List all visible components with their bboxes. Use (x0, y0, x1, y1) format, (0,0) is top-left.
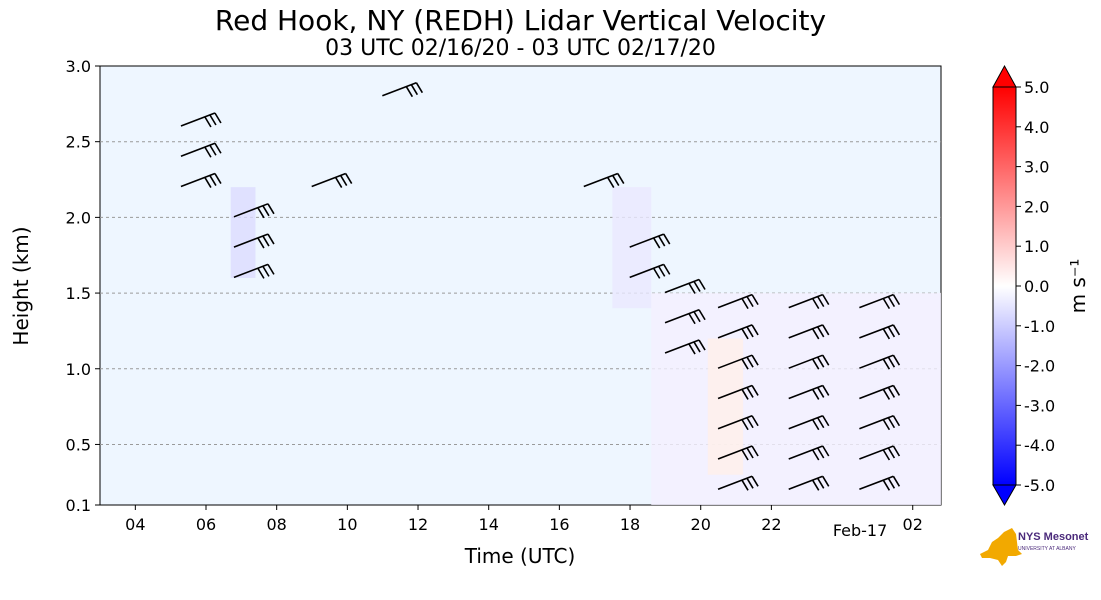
chart-subtitle: 03 UTC 02/16/20 - 03 UTC 02/17/20 (325, 36, 716, 61)
colorbar-tick-label-7: -2.0 (1024, 357, 1055, 376)
y-axis-label: Height (km) (9, 226, 33, 345)
x-tick-label-9: 22 (761, 515, 781, 534)
colorbar-tick-label-3: 2.0 (1024, 197, 1049, 216)
x-tick-label-0: 04 (125, 515, 145, 534)
colorbar-max-arrow (992, 64, 1017, 88)
wind-barb-9 (629, 233, 671, 249)
shade-region-0 (230, 187, 256, 278)
colorbar-tick-label-9: -4.0 (1024, 436, 1055, 455)
wind-barb-23 (788, 354, 830, 370)
wind-barb-18 (717, 414, 759, 431)
colorbar: 5.0 4.0 3.0 2.0 1.0 0.0 -1.0 -2.0 -3.0 -4.0 -5.0 m… (992, 64, 1090, 507)
wind-barb-7 (382, 81, 424, 98)
x-tick-label-10: 02 (903, 515, 923, 534)
logo-subtitle: UNIVERSITY AT ALBANY (1018, 546, 1076, 552)
chart-title: Red Hook, NY (REDH) Lidar Vertical Veloc… (214, 4, 827, 37)
wind-barb-0 (180, 112, 222, 128)
wind-barb-21 (788, 293, 830, 310)
wind-barb-33 (859, 445, 901, 461)
wind-barb-2 (180, 172, 222, 188)
colorbar-tick-label-1: 4.0 (1024, 118, 1049, 137)
colorbar-tick-label-4: 1.0 (1024, 237, 1049, 256)
x-tick-label-1: 06 (196, 515, 216, 534)
colorbar-min-arrow (992, 484, 1017, 507)
velocity-shading (230, 187, 941, 505)
wind-barb-25 (788, 414, 830, 431)
wind-barb-11 (664, 278, 706, 294)
wind-barb-29 (859, 324, 901, 340)
colorbar-tick-label-10: -5.0 (1024, 476, 1055, 495)
wind-barb-4 (233, 233, 275, 249)
colorbar-gradient (992, 86, 1017, 486)
wind-barb-22 (788, 324, 830, 340)
wind-barb-19 (717, 445, 759, 461)
wind-barb-6 (311, 172, 353, 188)
wind-barb-12 (664, 309, 706, 325)
x-tick-label-5: 14 (479, 515, 499, 534)
x-tick-label-3: 10 (337, 515, 357, 534)
wind-barb-24 (788, 384, 830, 400)
wind-barbs (180, 81, 901, 491)
y-tick-label-4: 2.0 (66, 208, 91, 227)
wind-barb-17 (717, 384, 759, 400)
y-tick-label-6: 3.0 (66, 57, 91, 76)
colorbar-tick-label-8: -3.0 (1024, 396, 1055, 415)
wind-barb-15 (717, 324, 759, 340)
colorbar-tick-label-5: 0.0 (1024, 277, 1049, 296)
wind-barb-26 (788, 445, 830, 461)
x-tick-label-4: 12 (408, 515, 428, 534)
wind-barb-16 (717, 354, 759, 370)
x-date-label: Feb-17 (833, 521, 887, 540)
wind-barb-1 (180, 142, 222, 158)
wind-barb-20 (717, 475, 759, 491)
shade-region-3 (707, 338, 744, 475)
wind-barb-10 (629, 263, 671, 279)
colorbar-tick-label-2: 3.0 (1024, 158, 1049, 177)
y-tick-label-0: 0.1 (66, 496, 91, 515)
y-tick-label-1: 0.5 (66, 435, 91, 454)
wind-barb-32 (859, 414, 901, 431)
y-tick-label-3: 1.5 (66, 284, 91, 303)
wind-barb-28 (859, 293, 901, 310)
colorbar-tick-label-0: 5.0 (1024, 78, 1049, 97)
y-axis: 0.1 0.5 1.0 1.5 2.0 2.5 3.0 (66, 57, 100, 515)
y-tick-label-5: 2.5 (66, 133, 91, 152)
nys-mesonet-logo: NYS Mesonet UNIVERSITY AT ALBANY (978, 520, 1088, 568)
x-axis-label: Time (UTC) (464, 544, 576, 568)
wind-barb-34 (859, 475, 901, 491)
wind-barb-30 (859, 354, 901, 370)
colorbar-tick-label-6: -1.0 (1024, 317, 1055, 336)
wind-barb-27 (788, 475, 830, 491)
logo-name: NYS Mesonet (1018, 531, 1089, 543)
x-tick-label-8: 20 (691, 515, 711, 534)
wind-barb-14 (717, 293, 759, 310)
wind-barb-5 (233, 263, 275, 279)
shade-region-1 (612, 187, 652, 309)
x-axis: 04 06 08 10 12 14 16 18 20 22 02 Feb-17 (125, 505, 923, 540)
wind-barb-8 (583, 172, 625, 188)
new-york-state-icon (980, 528, 1022, 566)
wind-barb-31 (859, 384, 901, 400)
colorbar-label: m s⁻¹ (1066, 259, 1090, 314)
shade-region-2 (651, 293, 941, 505)
x-tick-label-7: 18 (620, 515, 640, 534)
y-tick-label-2: 1.0 (66, 360, 91, 379)
wind-barb-3 (233, 203, 275, 219)
wind-barb-13 (664, 339, 706, 355)
x-tick-label-6: 16 (549, 515, 569, 534)
x-tick-label-2: 08 (267, 515, 287, 534)
